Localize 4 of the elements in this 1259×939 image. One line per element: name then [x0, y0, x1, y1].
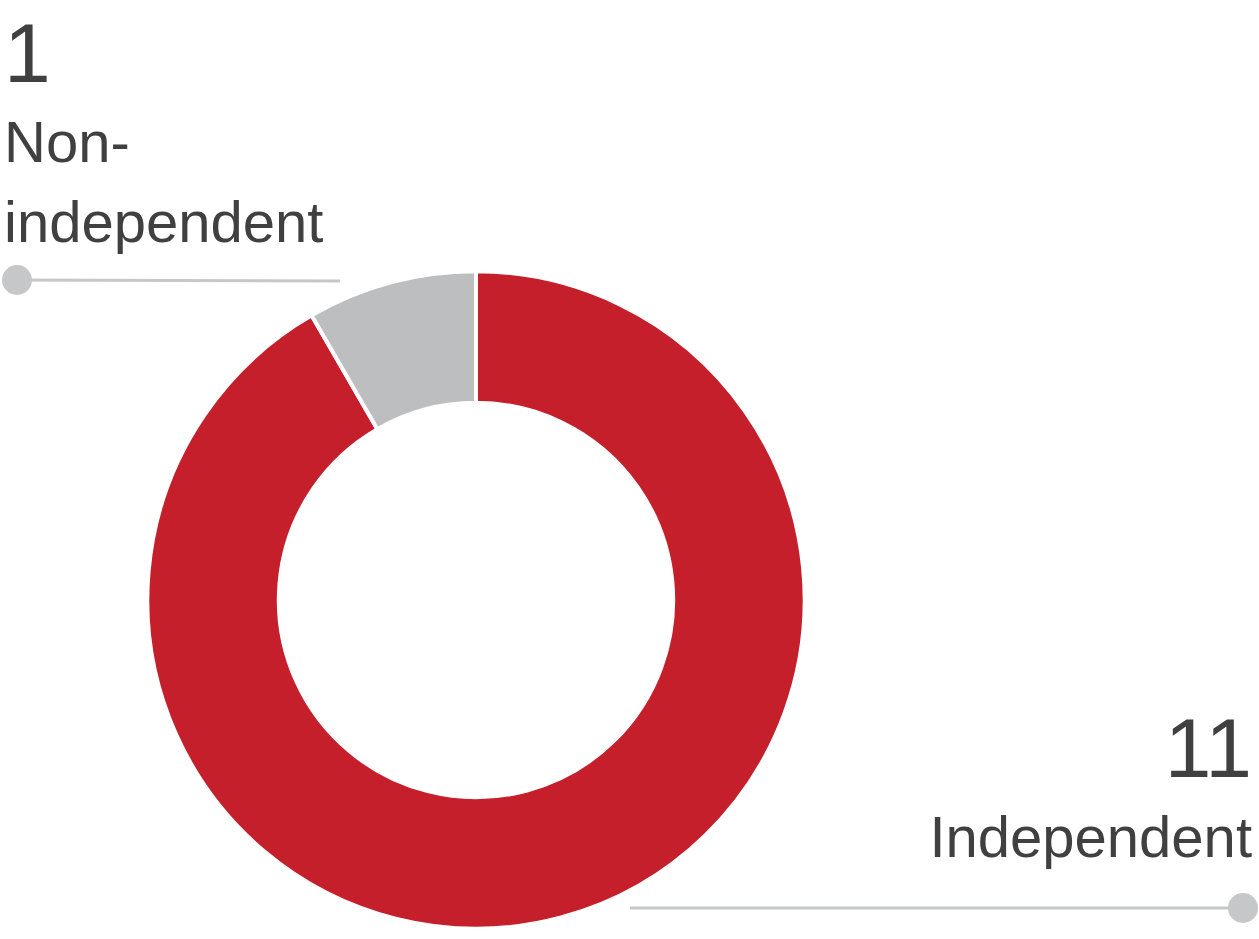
slice-label: Independent [929, 803, 1252, 869]
data-label: 1 [4, 6, 51, 100]
data-label: 11 [1164, 701, 1252, 795]
slice-label: Non-independent [4, 108, 324, 254]
